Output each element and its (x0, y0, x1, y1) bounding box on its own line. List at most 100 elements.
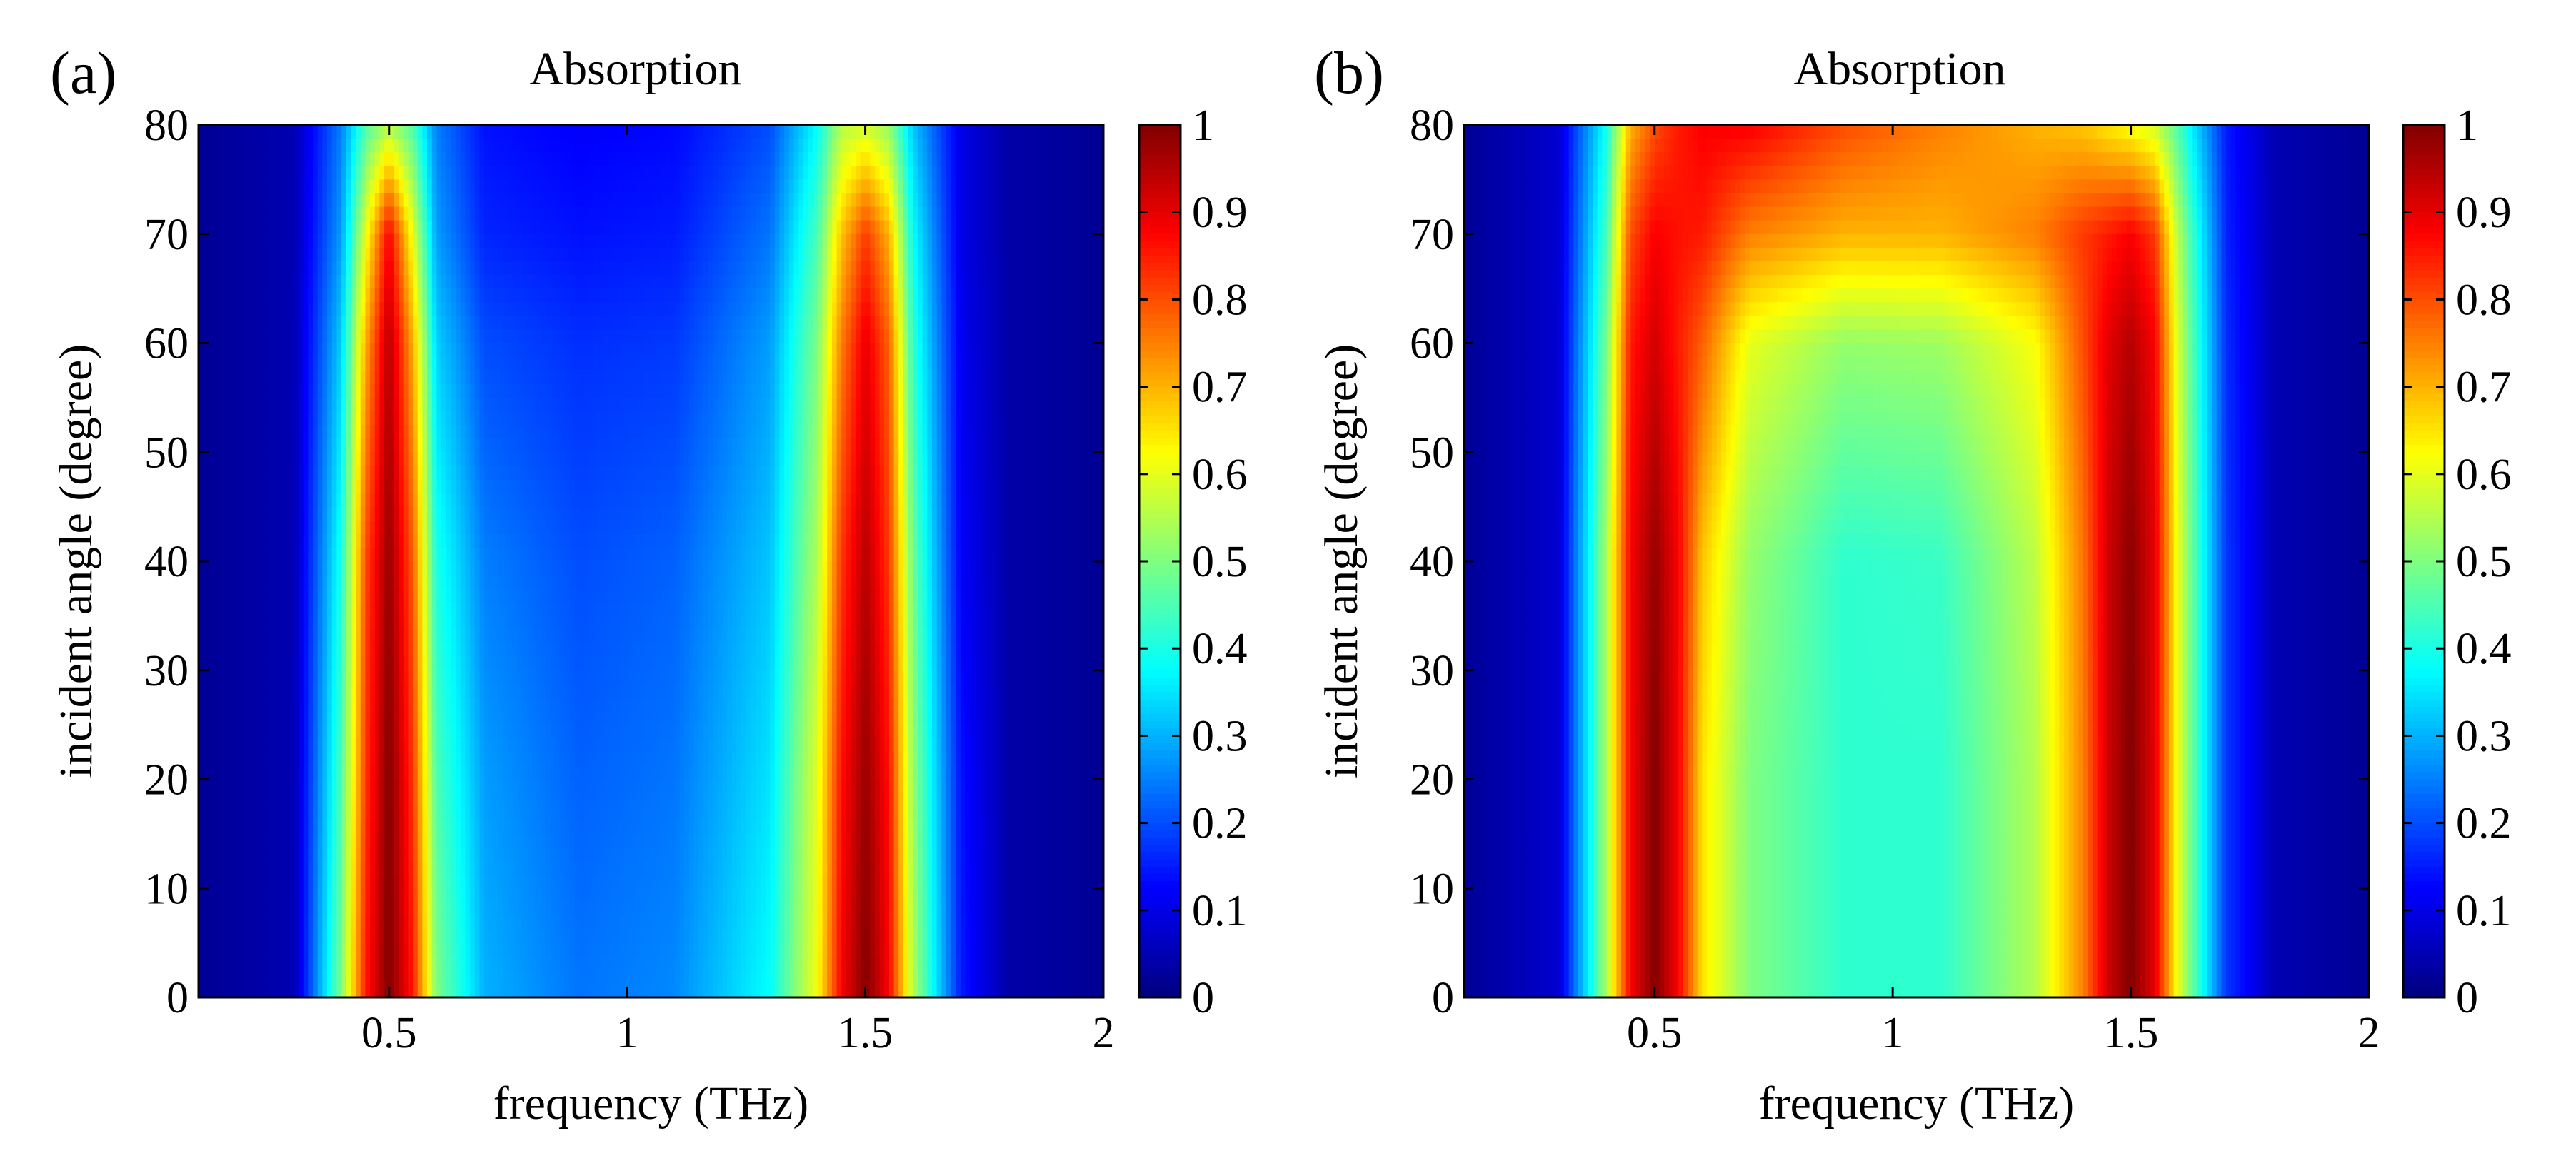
heatmap-cell (680, 207, 685, 221)
heatmap-cell (227, 221, 232, 235)
heatmap-cell (394, 179, 399, 193)
heatmap-cell (465, 166, 470, 180)
heatmap-cell (232, 166, 237, 180)
heatmap-cell (608, 179, 613, 193)
heatmap-cell (984, 179, 989, 193)
heatmap-cell (1080, 166, 1085, 180)
heatmap-cell (284, 125, 289, 139)
heatmap-cell (551, 152, 556, 166)
heatmap-cell (666, 221, 671, 235)
heatmap-cell (584, 125, 589, 139)
heatmap-cell (318, 179, 323, 193)
heatmap-cell (341, 166, 346, 180)
heatmap-cell (751, 139, 756, 153)
heatmap-cell (689, 193, 694, 207)
heatmap-cell (1023, 139, 1028, 153)
heatmap-cell (251, 221, 256, 235)
heatmap-cell (798, 152, 803, 166)
heatmap-cell (275, 166, 280, 180)
heatmap-cell (218, 152, 223, 166)
heatmap-cell (404, 221, 409, 235)
heatmap-cell (727, 193, 732, 207)
heatmap-cell (794, 221, 799, 235)
heatmap-cell (208, 152, 213, 166)
heatmap-cell (575, 179, 580, 193)
heatmap-cell (713, 139, 718, 153)
heatmap-cell (322, 179, 327, 193)
heatmap-cell (618, 152, 623, 166)
heatmap-cell (270, 193, 275, 207)
heatmap-cell (856, 152, 861, 166)
heatmap-cell (875, 125, 880, 139)
heatmap-cell (532, 207, 537, 221)
heatmap-cell (937, 152, 942, 166)
heatmap-cell (475, 139, 480, 153)
heatmap-cell (493, 179, 498, 193)
heatmap-cell (823, 125, 828, 139)
panel-a: 0.5 1 1.5 201020304050607080Absorptionfrequ… (50, 40, 1248, 1130)
heatmap-cell (703, 179, 708, 193)
heatmap-cell (441, 221, 446, 235)
heatmap-cell (304, 125, 309, 139)
heatmap-cell (270, 207, 275, 221)
heatmap-cell (732, 152, 737, 166)
heatmap-cell (718, 152, 723, 166)
heatmap-cell (318, 139, 323, 153)
heatmap-cell (227, 234, 232, 248)
heatmap-cell (1066, 221, 1071, 235)
heatmap-cell (527, 152, 532, 166)
heatmap-cell (351, 166, 356, 180)
heatmap-cell (946, 166, 951, 180)
figure: 0.5 1 1.5 201020304050607080Absorptionfrequ… (0, 0, 2576, 1156)
heatmap-cell (1008, 139, 1013, 153)
heatmap-cell (394, 221, 399, 235)
heatmap-cell (427, 207, 432, 221)
heatmap-cell (880, 125, 885, 139)
heatmap-cell (422, 221, 427, 235)
heatmap-cell (875, 193, 880, 207)
heatmap-cell (884, 193, 889, 207)
heatmap-cell (827, 152, 832, 166)
heatmap-cell (622, 193, 627, 207)
heatmap-cell (737, 179, 742, 193)
heatmap-cell (618, 139, 623, 153)
heatmap-cell (294, 193, 299, 207)
heatmap-cell (746, 139, 751, 153)
heatmap-cell (236, 125, 241, 139)
heatmap-cell (756, 193, 761, 207)
heatmap-cell (1008, 152, 1013, 166)
heatmap-cell (465, 125, 470, 139)
heatmap-cell (761, 125, 766, 139)
heatmap-cell (489, 125, 494, 139)
heatmap-cell (775, 221, 780, 235)
heatmap-cell (299, 221, 304, 235)
heatmap-cell (370, 125, 375, 139)
heatmap-cell (666, 125, 671, 139)
heatmap-cell (261, 139, 266, 153)
heatmap-cell (1032, 152, 1037, 166)
heatmap-cell (399, 166, 404, 180)
heatmap-cell (1094, 152, 1099, 166)
heatmap-cell (941, 139, 946, 153)
heatmap-cell (961, 125, 966, 139)
heatmap-cell (866, 193, 871, 207)
heatmap-cell (522, 166, 527, 180)
heatmap-cell (951, 221, 956, 235)
heatmap-cell (884, 139, 889, 153)
heatmap-cell (427, 193, 432, 207)
heatmap-cell (436, 179, 441, 193)
heatmap-cell (975, 221, 980, 235)
heatmap-cell (236, 139, 241, 153)
heatmap-cell (232, 152, 237, 166)
heatmap-cell (837, 179, 842, 193)
heatmap-cell (279, 152, 284, 166)
heatmap-cell (275, 152, 280, 166)
heatmap-cell (465, 207, 470, 221)
heatmap-cell (689, 221, 694, 235)
heatmap-cell (723, 221, 728, 235)
heatmap-cell (404, 166, 409, 180)
heatmap-cell (813, 193, 818, 207)
heatmap-cell (336, 152, 341, 166)
heatmap-cell (332, 125, 337, 139)
heatmap-cell (1013, 193, 1018, 207)
